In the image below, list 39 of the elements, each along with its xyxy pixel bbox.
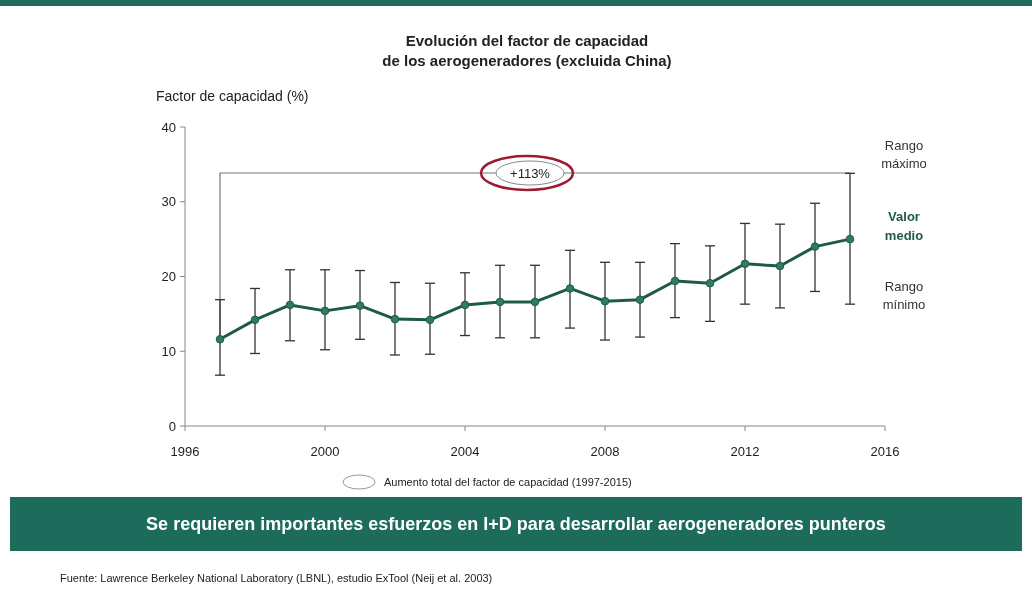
- x-tick-label: 1996: [170, 444, 200, 459]
- x-tick-label: 2004: [450, 444, 480, 459]
- x-tick-label: 2012: [730, 444, 760, 459]
- point: [565, 284, 575, 293]
- y-tick-label: 10: [161, 343, 176, 359]
- x-tick-label: 2000: [310, 444, 340, 459]
- point: [670, 276, 680, 286]
- point: [495, 297, 505, 307]
- point: [705, 278, 715, 288]
- point: [530, 297, 540, 307]
- point: [635, 295, 645, 304]
- text: Se requieren importantes esfuerzos en I+D para desarrollar aerogeneradores punteros: [146, 514, 886, 535]
- y-tick-label: 0: [168, 418, 176, 434]
- y-tick-label: 30: [161, 194, 176, 210]
- annotation: Rango máximo: [881, 138, 927, 171]
- point: [355, 301, 365, 310]
- y-tick-label: 40: [161, 119, 176, 135]
- point: [250, 315, 260, 325]
- point: [740, 259, 750, 269]
- point: [320, 306, 330, 316]
- chart-title: Evolución del factor de capacidad de los aerogeneradores (excluida China): [382, 32, 672, 69]
- annotation: Valor medio: [884, 209, 924, 243]
- annotation: Rango mínimo: [882, 279, 926, 312]
- point: [810, 242, 820, 251]
- point: [425, 315, 435, 325]
- y-tick-label: 20: [161, 269, 176, 285]
- point: [460, 300, 470, 310]
- x-tick-label: 2016: [870, 444, 900, 459]
- point: [215, 335, 225, 344]
- point: [285, 300, 295, 310]
- annotation: +113%: [510, 165, 551, 181]
- point: [600, 296, 610, 306]
- source-note: Fuente: Lawrence Berkeley National Laboratory (LBNL), estudio ExTool (Neij et al. 2003): [60, 572, 493, 584]
- point: [775, 261, 785, 271]
- y-axis-title: Factor de capacidad (%): [156, 88, 309, 104]
- point: [390, 314, 400, 324]
- text: Aumento total del factor de capacidad (1997-2015): [384, 476, 632, 488]
- x-tick-label: 2008: [590, 444, 620, 459]
- point: [845, 234, 855, 244]
